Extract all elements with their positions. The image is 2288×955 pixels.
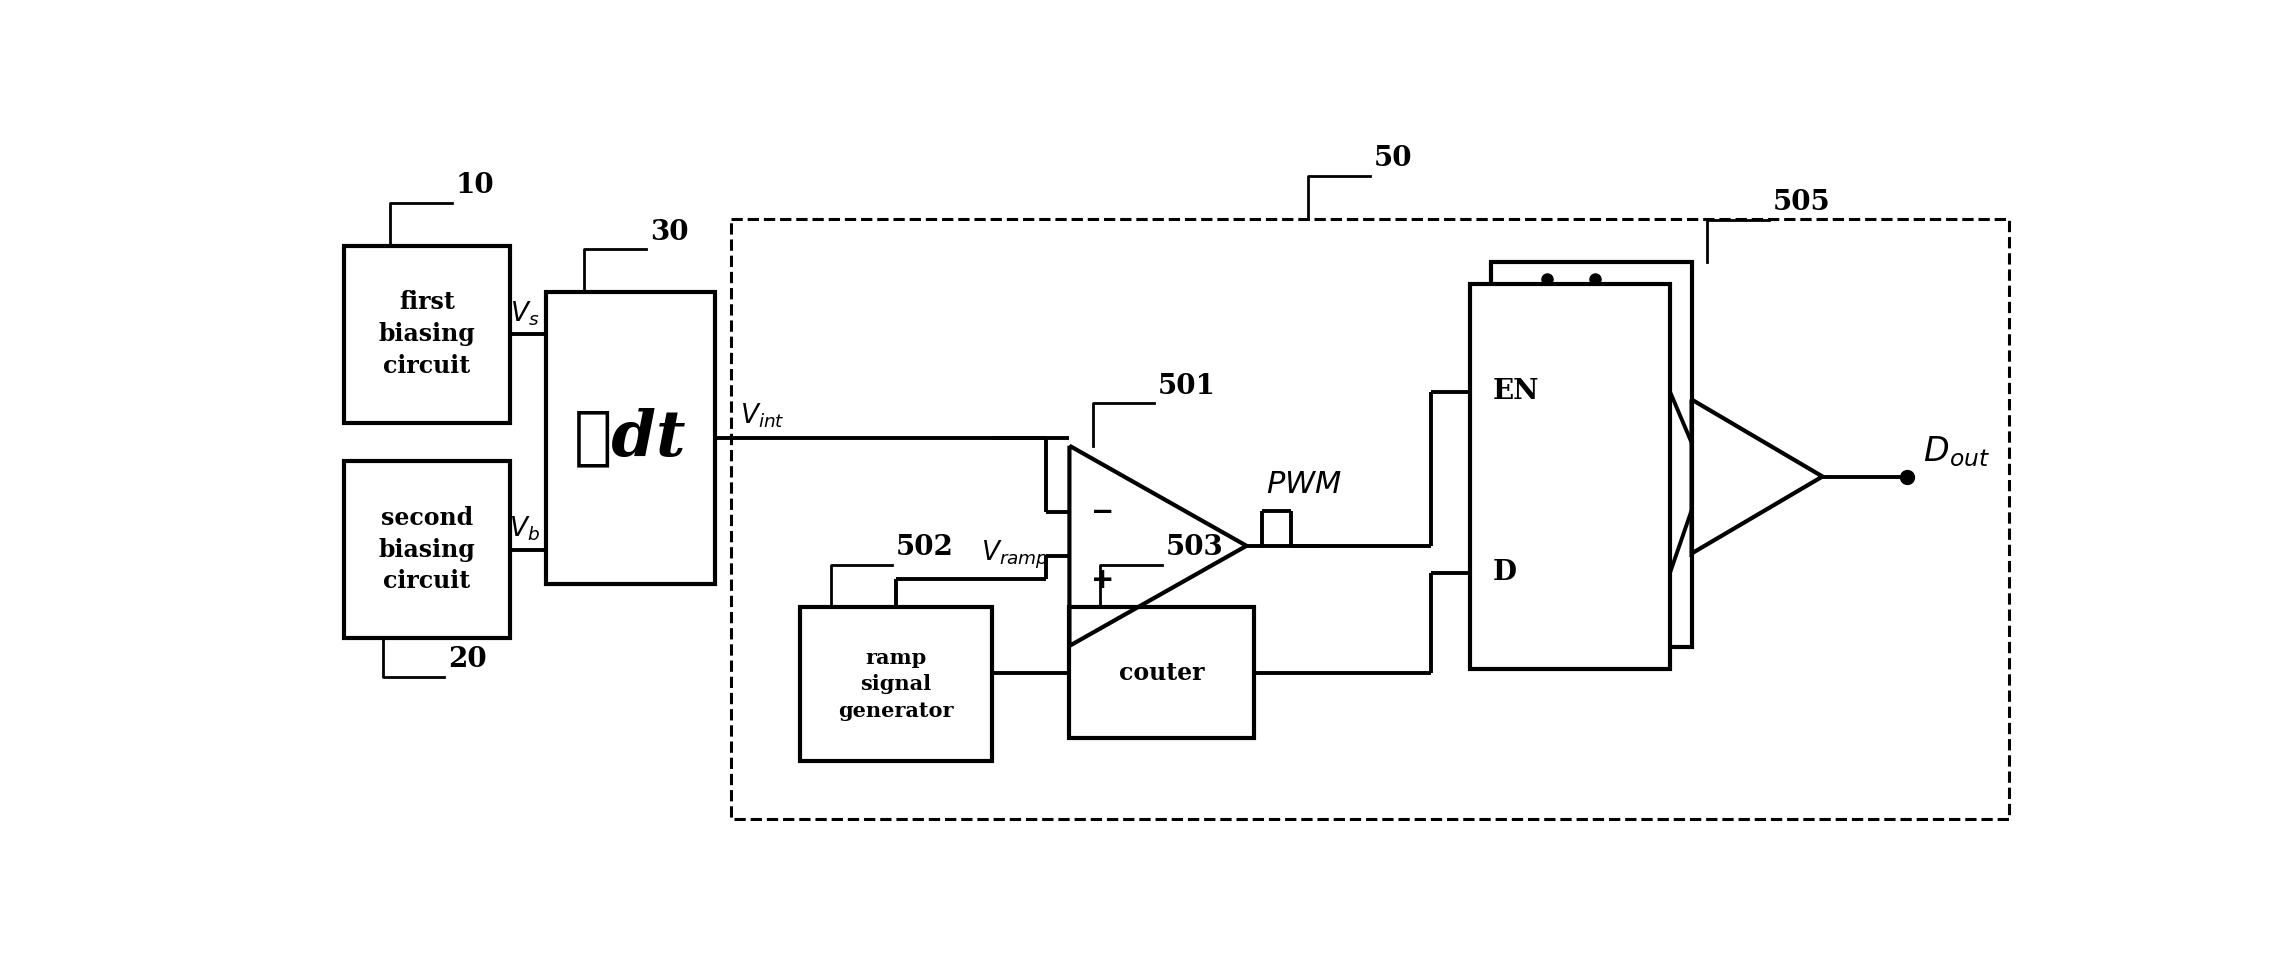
Text: $\mathit{V}_{int}$: $\mathit{V}_{int}$ <box>739 402 785 431</box>
Text: $\mathit{V}_s$: $\mathit{V}_s$ <box>510 299 540 328</box>
Bar <box>1492 263 1691 647</box>
Text: first
biasing
circuit: first biasing circuit <box>378 290 476 377</box>
Text: $\mathit{V}_b$: $\mathit{V}_b$ <box>508 515 540 543</box>
Text: 503: 503 <box>1165 534 1224 562</box>
Bar <box>1469 284 1670 669</box>
Text: 30: 30 <box>650 219 689 245</box>
Text: couter: couter <box>1119 661 1203 685</box>
Text: EN: EN <box>1494 378 1540 405</box>
Bar <box>343 461 510 638</box>
Text: −: − <box>1091 498 1114 526</box>
Text: 505: 505 <box>1773 189 1830 216</box>
Text: second
biasing
circuit: second biasing circuit <box>378 506 476 593</box>
Text: $\mathit{V}_{ramp}$: $\mathit{V}_{ramp}$ <box>982 539 1048 571</box>
Text: 20: 20 <box>448 646 487 673</box>
Bar <box>343 245 510 423</box>
Text: +: + <box>1091 565 1114 594</box>
Text: ∯dt: ∯dt <box>574 407 686 469</box>
Bar <box>547 291 716 584</box>
Text: 502: 502 <box>897 534 954 562</box>
Text: 10: 10 <box>455 172 494 200</box>
Text: $\mathbf{\mathit{PWM}}$: $\mathbf{\mathit{PWM}}$ <box>1265 469 1341 499</box>
Text: D: D <box>1494 560 1517 586</box>
Bar <box>801 607 993 761</box>
Text: 501: 501 <box>1158 372 1215 399</box>
Text: $\mathbf{\mathit{D}}_{out}$: $\mathbf{\mathit{D}}_{out}$ <box>1922 435 1991 469</box>
Text: ramp
signal
generator: ramp signal generator <box>837 648 954 721</box>
Text: 50: 50 <box>1373 145 1412 172</box>
Bar <box>730 219 2009 819</box>
Bar <box>1068 607 1254 738</box>
